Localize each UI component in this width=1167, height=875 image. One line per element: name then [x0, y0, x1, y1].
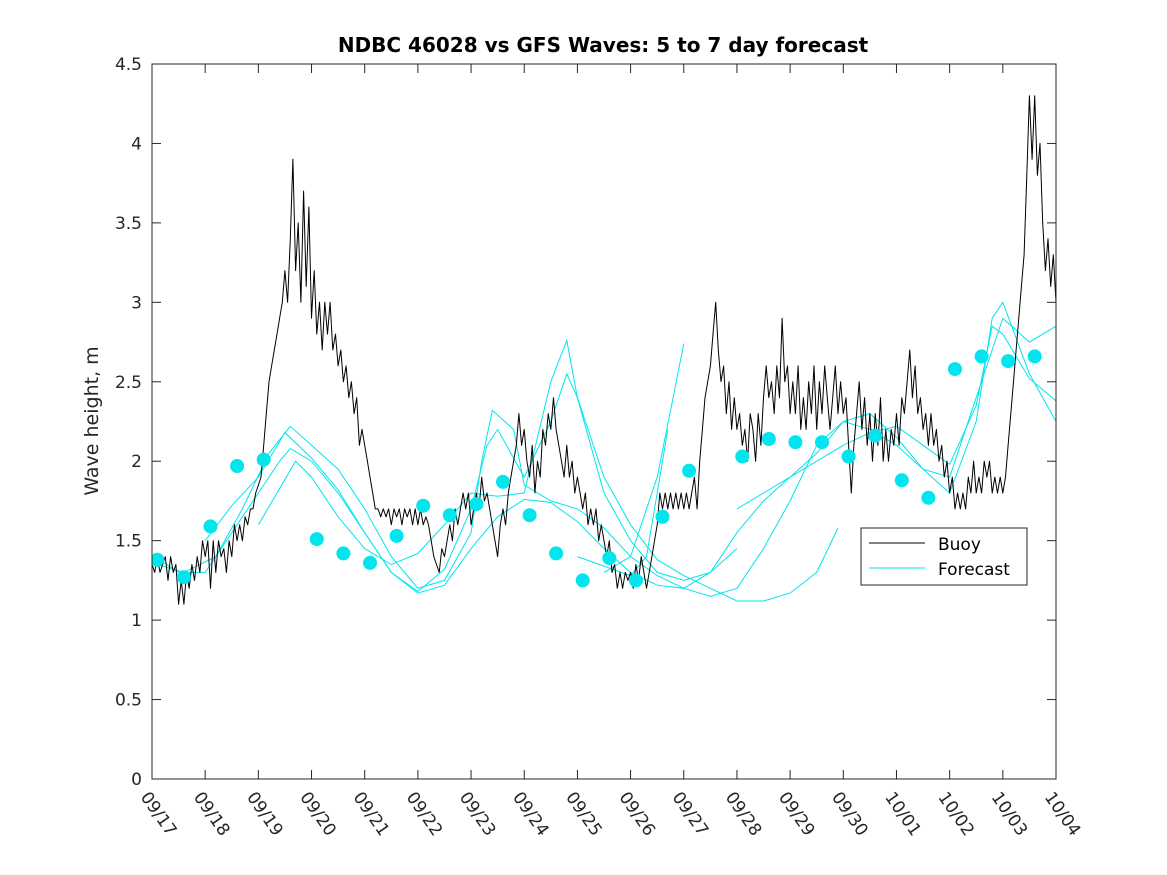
forecast-marker [974, 349, 989, 364]
forecast-marker [602, 551, 617, 566]
forecast-marker [256, 452, 271, 467]
forecast-line [736, 317, 1056, 510]
plot-area [152, 64, 1056, 779]
forecast-marker [1001, 354, 1016, 369]
forecast-marker [152, 552, 165, 567]
forecast-marker [815, 435, 829, 450]
forecast-marker [682, 463, 697, 478]
forecast-marker [788, 435, 803, 450]
forecast-marker [868, 428, 883, 443]
forecast-marker [363, 555, 377, 570]
y-tick-label: 2 [131, 452, 142, 472]
forecast-marker [761, 432, 776, 446]
y-tick-label: 3.5 [115, 214, 142, 234]
forecast-marker [1027, 349, 1042, 364]
forecast-marker [894, 473, 909, 488]
y-tick-label: 4 [131, 134, 142, 154]
forecast-line [204, 372, 839, 602]
forecast-marker [575, 573, 590, 588]
y-tick-labels: 0 0.5 1 1.5 2 2.5 3 3.5 4 4.5 [115, 55, 142, 790]
y-tick-label: 3 [131, 293, 142, 313]
plot-frame [151, 63, 1057, 780]
forecast-marker [176, 570, 191, 585]
forecast-marker [522, 508, 537, 523]
forecast-line [257, 325, 1056, 581]
y-tick-label: 2.5 [115, 373, 142, 393]
series-layer [152, 95, 1056, 605]
forecast-marker [469, 497, 484, 512]
forecast-marker [416, 498, 431, 513]
legend-label-buoy: Buoy [938, 535, 981, 555]
forecast-marker [549, 546, 564, 561]
forecast-marker [628, 573, 643, 588]
y-tick-label: 0.5 [115, 691, 142, 711]
y-tick-label: 4.5 [115, 55, 142, 75]
forecast-marker [841, 449, 856, 464]
forecast-marker [203, 519, 218, 534]
forecast-line [157, 301, 1056, 597]
forecast-marker [389, 528, 404, 543]
buoy-line [152, 95, 1056, 605]
chart-title: NDBC 46028 vs GFS Waves: 5 to 7 day fore… [338, 33, 869, 57]
forecast-marker [309, 532, 324, 547]
y-axis-label: Wave height, m [81, 346, 103, 495]
forecast-marker [442, 508, 457, 523]
legend-box [860, 527, 1028, 586]
y-tick-label: 0 [131, 770, 142, 790]
forecast-marker [735, 449, 750, 464]
forecast-marker [921, 490, 936, 505]
forecast-marker [948, 362, 962, 377]
forecast-marker [230, 459, 245, 473]
legend: Buoy Forecast [860, 527, 1028, 586]
forecast-marker [655, 509, 670, 524]
forecast-marker [336, 546, 351, 561]
forecast-line [603, 343, 685, 573]
y-tick-label: 1.5 [115, 532, 142, 552]
y-tick-label: 1 [131, 611, 142, 631]
forecast-marker [496, 474, 510, 489]
legend-label-forecast: Forecast [938, 560, 1010, 580]
